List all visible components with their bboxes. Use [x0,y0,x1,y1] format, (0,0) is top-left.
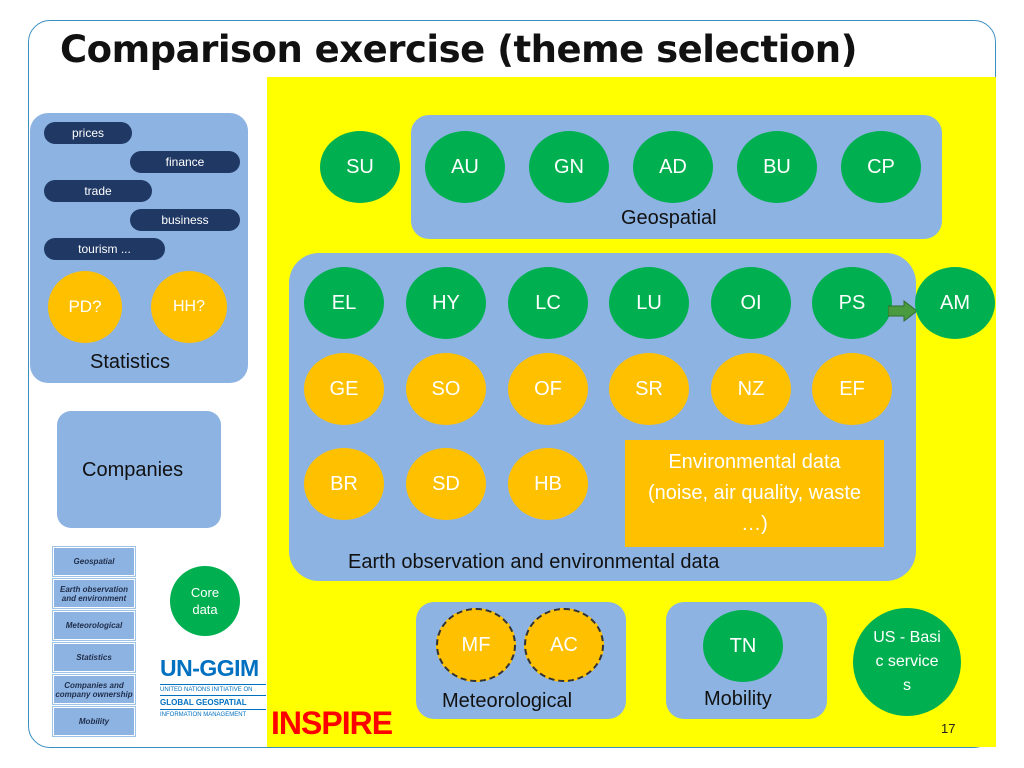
circle-el: EL [304,267,384,339]
geospatial-label: Geospatial [621,207,717,229]
ungg-logo: UN-GGIM UNITED NATIONS INITIATIVE ON GLO… [160,655,266,725]
circle-sd: SD [406,448,486,520]
circle-hb: HB [508,448,588,520]
legend-earth-observation: Earth observation and environment [53,579,135,608]
circle-ge: GE [304,353,384,425]
companies-box [57,411,221,528]
slide-title: Comparison exercise (theme selection) [60,28,858,71]
ungg-line2: GLOBAL GEOSPATIAL [160,695,266,707]
circle-tn: TN [703,610,783,682]
circle-oi: OI [711,267,791,339]
core-data-circle: Core data [170,566,240,636]
circle-hy: HY [406,267,486,339]
legend-statistics: Statistics [53,643,135,672]
circle-nz: NZ [711,353,791,425]
mobility-label: Mobility [704,688,772,710]
environmental-data-box: Environmental data (noise, air quality, … [625,440,884,547]
ungg-name: UN-GGIM [160,655,259,681]
circle-of: OF [508,353,588,425]
circle-gn: GN [529,131,609,203]
core-data-label: Core data [190,585,220,617]
pill-trade: trade [44,180,152,202]
pill-finance: finance [130,151,240,173]
circle-bu: BU [737,131,817,203]
circle-au: AU [425,131,505,203]
circle-cp: CP [841,131,921,203]
circle-mf: MF [436,608,516,682]
page-number: 17 [941,721,956,736]
ungg-line1: UNITED NATIONS INITIATIVE ON [160,684,266,693]
pill-business: business [130,209,240,231]
us-basic-services-circle: US - Basic services [853,608,961,716]
circle-ps: PS [812,267,892,339]
legend-companies: Companies and company ownership [53,675,135,704]
circle-ef: EF [812,353,892,425]
circle-lc: LC [508,267,588,339]
legend-meteorological: Meteorological [53,611,135,640]
us-basic-services-label: US - Basic services [873,629,941,694]
circle-so: SO [406,353,486,425]
arrow-ps-to-am [888,300,918,322]
circle-br: BR [304,448,384,520]
companies-label: Companies [82,459,184,481]
legend-mobility: Mobility [53,707,135,736]
pill-tourism: tourism ... [44,238,165,260]
ungg-line3: INFORMATION MANAGEMENT [160,709,266,718]
circle-su: SU [320,131,400,203]
circle-pd: PD? [48,271,122,343]
circle-sr: SR [609,353,689,425]
circle-hh: HH? [151,271,227,343]
inspire-label: INSPIRE [271,705,393,741]
statistics-label: Statistics [90,351,171,373]
meteorological-label: Meteorological [442,690,573,712]
pill-prices: prices [44,122,132,144]
environmental-data-label: Environmental data (noise, air quality, … [647,451,862,535]
circle-ac: AC [524,608,604,682]
circle-lu: LU [609,267,689,339]
legend-geospatial: Geospatial [53,547,135,576]
circle-ad: AD [633,131,713,203]
earth-observation-label: Earth observation and environmental data [348,551,720,573]
circle-am: AM [915,267,995,339]
